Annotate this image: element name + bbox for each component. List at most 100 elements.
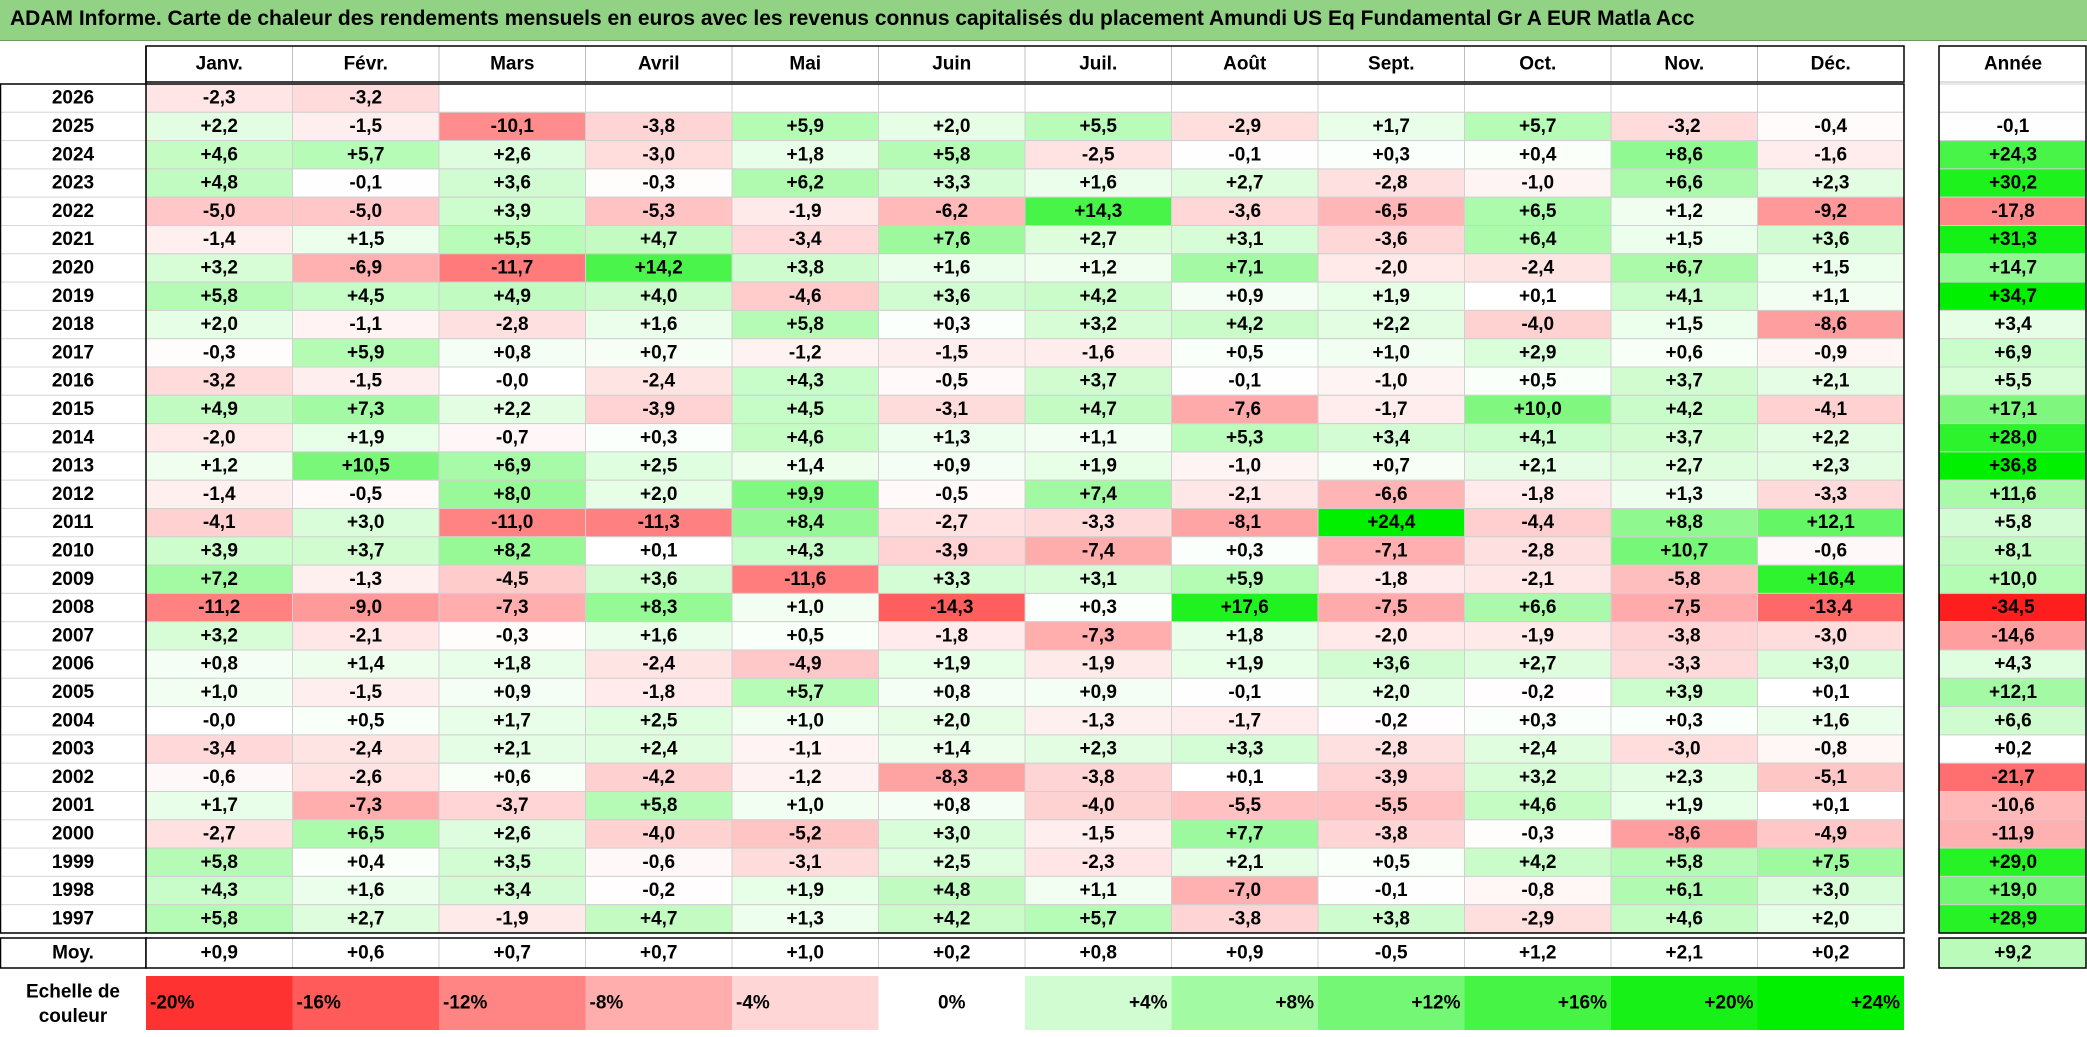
annual-value: +12,1 xyxy=(1989,682,2038,703)
heatmap-value: -0,1 xyxy=(349,173,382,194)
heatmap-value: -0,6 xyxy=(203,767,236,788)
average-cell xyxy=(1464,937,1612,969)
heatmap-value: +5,9 xyxy=(786,116,824,137)
annual-value: +10,0 xyxy=(1989,569,2037,590)
heatmap-cell xyxy=(1317,225,1465,255)
heatmap-value: -4,9 xyxy=(1814,823,1847,844)
heatmap-cell xyxy=(438,734,586,764)
heatmap-cell xyxy=(1757,394,1905,425)
heatmap-value: -0,5 xyxy=(349,484,382,505)
heatmap-value: -3,3 xyxy=(1668,654,1701,675)
annual-value: -11,9 xyxy=(1992,823,2034,844)
average-border xyxy=(145,937,1905,969)
heatmap-cell xyxy=(1171,451,1319,481)
heatmap-value: +2,6 xyxy=(493,823,531,844)
heatmap-cell xyxy=(1171,536,1319,566)
heatmap-cell xyxy=(878,621,1026,651)
heatmap-value: +4,9 xyxy=(493,286,531,307)
scale-value: +24% xyxy=(1851,993,1900,1014)
annual-value: +5,8 xyxy=(1994,512,2032,533)
heatmap-value: -0,6 xyxy=(642,852,675,873)
annual-cell xyxy=(1938,281,2087,311)
heatmap-value: +1,9 xyxy=(347,427,385,448)
heatmap-value: -2,3 xyxy=(203,88,236,109)
heatmap-cell xyxy=(1171,196,1319,226)
heatmap-cell xyxy=(1317,168,1465,198)
heatmap-value: +2,4 xyxy=(640,739,678,760)
heatmap-value: +7,5 xyxy=(1812,852,1850,873)
heatmap-value: +7,2 xyxy=(200,569,238,590)
scale-value: -8% xyxy=(590,993,624,1014)
month-header-label: Oct. xyxy=(1519,54,1556,75)
heatmap-cell xyxy=(438,791,586,821)
heatmap-value: +7,1 xyxy=(1226,257,1264,278)
year-header-label: Année xyxy=(1984,54,2042,75)
heatmap-value: -2,8 xyxy=(1375,739,1408,760)
heatmap-value: +1,5 xyxy=(1665,229,1703,250)
average-cell xyxy=(731,937,879,969)
heatmap-value: -2,9 xyxy=(1228,116,1261,137)
heatmap-cell xyxy=(1024,564,1172,594)
heatmap-cell xyxy=(1171,366,1319,396)
heatmap-value: +3,7 xyxy=(1079,371,1117,392)
heatmap-value: -0,3 xyxy=(642,173,675,194)
heatmap-value: +4,7 xyxy=(640,908,678,929)
heatmap-value: +7,6 xyxy=(933,229,971,250)
heatmap-cell xyxy=(1610,762,1758,793)
heatmap-value: -4,0 xyxy=(642,823,675,844)
year-label: 2009 xyxy=(52,569,94,590)
month-header-label: Déc. xyxy=(1811,54,1851,75)
heatmap-cell xyxy=(1024,338,1172,368)
month-header-label: Mars xyxy=(490,54,534,75)
heatmap-value: +1,4 xyxy=(786,456,824,477)
year-label: 2010 xyxy=(52,540,94,561)
heatmap-cell xyxy=(1610,819,1758,849)
heatmap-cell xyxy=(1757,196,1905,226)
average-value: +0,7 xyxy=(640,943,678,964)
heatmap-cell xyxy=(1610,83,1758,113)
heatmap-value: -3,6 xyxy=(1375,229,1408,250)
heatmap-value: +3,7 xyxy=(347,540,385,561)
heatmap-value: -2,4 xyxy=(349,739,382,760)
month-header-label: Janv. xyxy=(196,54,243,75)
heatmap-cell xyxy=(1024,479,1172,510)
heatmap-cell xyxy=(438,677,586,708)
heatmap-value: +3,3 xyxy=(933,173,971,194)
heatmap-cell xyxy=(1610,168,1758,198)
heatmap-value: +2,0 xyxy=(933,116,971,137)
heatmap-value: +5,5 xyxy=(1079,116,1117,137)
heatmap-value: -11,3 xyxy=(638,512,680,533)
heatmap-value: -1,5 xyxy=(349,116,382,137)
heatmap-cell xyxy=(731,83,879,113)
heatmap-value: +0,8 xyxy=(933,682,971,703)
heatmap-cell xyxy=(1317,592,1465,623)
heatmap-value: -11,6 xyxy=(784,569,826,590)
heatmap-value: -3,8 xyxy=(1082,767,1115,788)
heatmap-cell xyxy=(1464,196,1612,226)
heatmap-value: +1,8 xyxy=(493,654,531,675)
heatmap-cell xyxy=(1317,791,1465,821)
report-title: ADAM Informe. Carte de chaleur des rende… xyxy=(10,7,1695,30)
heatmap-value: +2,0 xyxy=(640,484,678,505)
heatmap-cell xyxy=(1610,423,1758,453)
year-label: 2024 xyxy=(52,144,95,165)
heatmap-value: +3,3 xyxy=(1226,739,1264,760)
heatmap-value: +5,3 xyxy=(1226,427,1264,448)
heatmap-value: +0,5 xyxy=(347,710,385,731)
heatmap-value: +2,3 xyxy=(1812,173,1850,194)
heatmap-value: -5,1 xyxy=(1814,767,1847,788)
heatmap-cell xyxy=(585,309,733,340)
heatmap-value: +3,6 xyxy=(933,286,971,307)
heatmap-value: -0,5 xyxy=(935,371,968,392)
heatmap-cell xyxy=(1610,649,1758,679)
year-cell xyxy=(0,734,147,764)
heatmap-value: -0,0 xyxy=(203,710,236,731)
heatmap-value: +8,8 xyxy=(1665,512,1703,533)
heatmap-cell xyxy=(292,706,440,736)
annual-cell xyxy=(1938,734,2087,764)
heatmap-cell xyxy=(292,168,440,198)
grid-border xyxy=(0,83,1905,934)
heatmap-cell xyxy=(878,677,1026,708)
heatmap-value: +5,9 xyxy=(347,342,385,363)
annual-cell xyxy=(1938,508,2087,538)
